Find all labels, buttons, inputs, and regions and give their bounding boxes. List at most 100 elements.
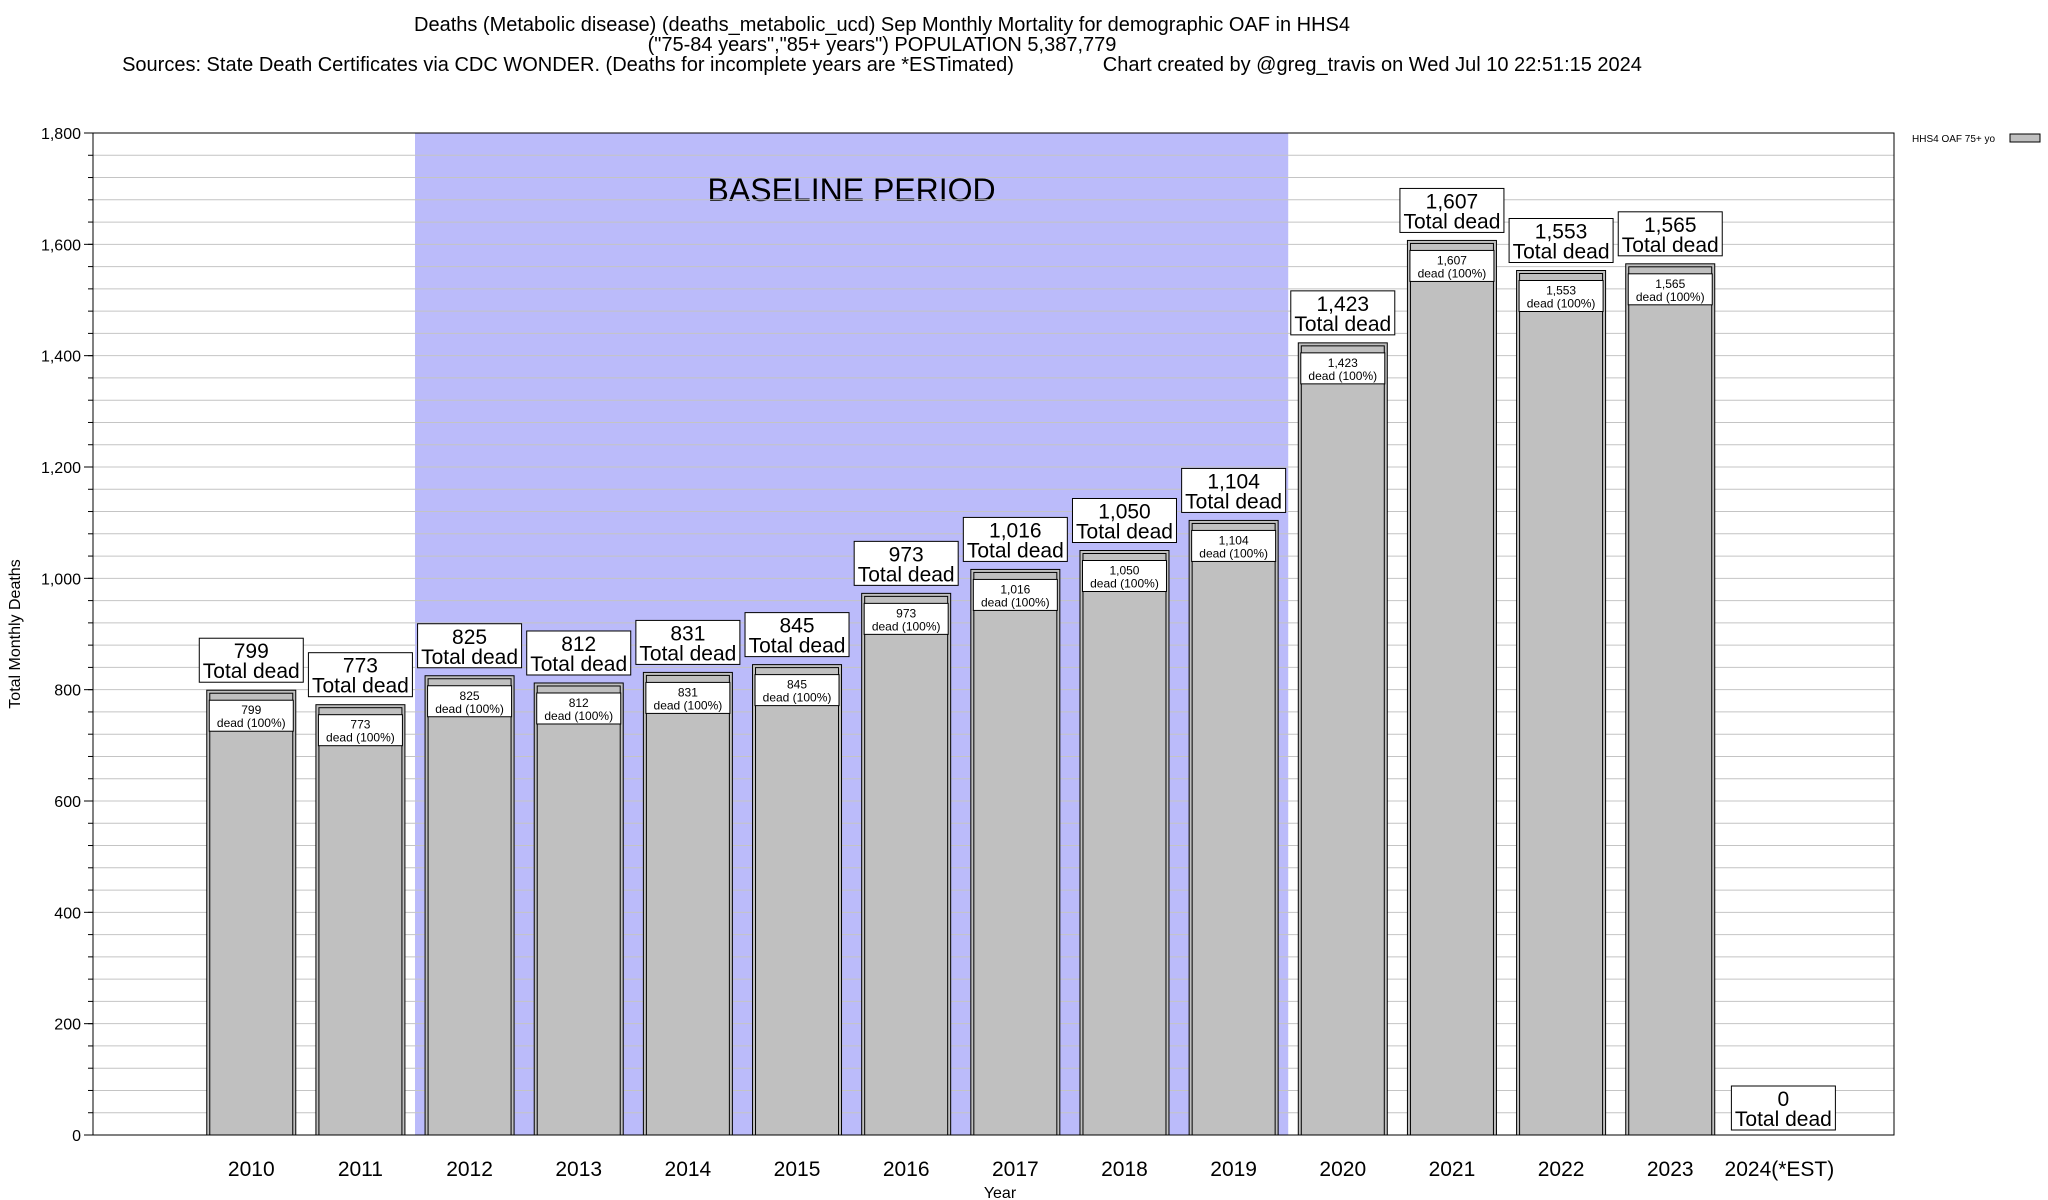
x-tick-label: 2011 (338, 1158, 383, 1181)
total-value-label: 831 (670, 622, 705, 645)
total-dead-label: Total dead (312, 675, 409, 698)
x-tick-label: 2020 (1319, 1158, 1366, 1181)
total-dead-label: Total dead (967, 539, 1064, 562)
bar (424, 675, 515, 1136)
x-tick-label: 2022 (1538, 1158, 1585, 1181)
legend-swatch (2009, 133, 2041, 143)
inner-label-box (645, 681, 731, 714)
total-label-box (962, 516, 1068, 562)
y-tick-label: 0 (72, 1128, 81, 1145)
total-value-label: 0 (1778, 1088, 1790, 1111)
inner-value-label: 799 (241, 703, 261, 717)
inner-label-box (536, 692, 622, 725)
inner-pct-label: dead (100%) (1527, 296, 1596, 310)
plot-frame (92, 132, 1895, 1136)
bar (642, 671, 733, 1136)
y-axis-title: Total Monthly Deaths (7, 559, 24, 708)
chart-title-line-2: ("75-84 years","85+ years") POPULATION 5… (647, 34, 1117, 56)
inner-value-label: 973 (896, 606, 916, 620)
total-value-label: 1,050 (1098, 501, 1151, 524)
y-tick-label: 1,800 (41, 126, 81, 143)
total-label-box (1290, 290, 1396, 336)
total-value-label: 1,016 (989, 519, 1042, 542)
inner-value-label: 1,423 (1328, 356, 1358, 370)
total-value-label: 973 (889, 543, 924, 566)
total-dead-label: Total dead (1622, 234, 1719, 257)
total-dead-label: Total dead (1403, 210, 1500, 233)
inner-value-label: 825 (460, 689, 480, 703)
inner-pct-label: dead (100%) (872, 619, 941, 633)
total-label-box (744, 612, 850, 658)
x-tick-label: 2023 (1647, 1158, 1694, 1181)
total-dead-label: Total dead (639, 642, 736, 665)
x-tick-label: 2016 (883, 1158, 930, 1181)
total-value-label: 1,104 (1207, 470, 1260, 493)
total-dead-label: Total dead (1513, 240, 1610, 263)
total-value-label: 799 (234, 640, 269, 663)
total-label-box (1399, 187, 1505, 233)
total-label-box (1181, 467, 1287, 513)
inner-label-box (1081, 560, 1167, 592)
total-label-box (1508, 217, 1614, 263)
inner-value-label: 773 (350, 718, 370, 732)
total-label-box (635, 619, 741, 665)
inner-pct-label: dead (100%) (1418, 266, 1487, 280)
x-tick-label: 2015 (774, 1158, 821, 1181)
y-tick-label: 800 (54, 683, 81, 700)
total-label-box (1617, 211, 1723, 257)
bar (533, 682, 624, 1136)
total-value-label: 773 (343, 655, 378, 678)
inner-pct-label: dead (100%) (1090, 577, 1159, 591)
inner-pct-label: dead (100%) (217, 716, 286, 730)
x-tick-label: 2013 (555, 1158, 602, 1181)
total-dead-label: Total dead (749, 635, 846, 658)
inner-value-label: 1,050 (1109, 564, 1139, 578)
total-label-box (1071, 498, 1177, 543)
total-label-box (853, 540, 959, 586)
inner-value-label: 1,104 (1219, 533, 1249, 547)
y-tick-label: 1,200 (41, 460, 81, 477)
inner-label-box (317, 714, 403, 747)
bar (1079, 550, 1170, 1136)
inner-pct-label: dead (100%) (981, 595, 1050, 609)
y-tick-label: 1,400 (41, 349, 81, 366)
x-tick-label: 2018 (1101, 1158, 1148, 1181)
total-dead-label: Total dead (421, 646, 518, 669)
inner-value-label: 812 (569, 696, 589, 710)
inner-pct-label: dead (100%) (763, 691, 832, 705)
x-axis-title: Year (984, 1185, 1017, 1200)
inner-pct-label: dead (100%) (1199, 546, 1268, 560)
total-label-box (198, 637, 304, 683)
inner-value-label: 1,553 (1546, 283, 1576, 297)
total-value-label: 1,423 (1317, 293, 1370, 316)
y-tick-label: 200 (54, 1017, 81, 1034)
inner-label-box (754, 674, 840, 707)
total-dead-label: Total dead (1076, 521, 1173, 544)
inner-label-box (863, 602, 949, 635)
bar (1625, 263, 1716, 1136)
inner-label-box (972, 578, 1058, 611)
legend-label: HHS4 OAF 75+ yo (1912, 134, 1996, 145)
inner-value-label: 1,016 (1000, 582, 1030, 596)
y-tick-label: 400 (54, 905, 81, 922)
inner-label-box (427, 685, 513, 718)
x-tick-label: 2012 (446, 1158, 493, 1181)
chart-title-line-3: Sources: State Death Certificates via CD… (122, 54, 1642, 76)
y-tick-label: 600 (54, 794, 81, 811)
inner-value-label: 1,565 (1655, 277, 1685, 291)
bar (752, 664, 843, 1136)
inner-pct-label: dead (100%) (435, 702, 504, 716)
total-label-box (417, 623, 523, 669)
total-dead-label: Total dead (203, 660, 300, 683)
bar (206, 689, 297, 1136)
bar (1516, 269, 1607, 1136)
axes: 0 200 400 600 800 1,000 1,200 1,400 1,600 1,800 20… (7, 126, 1895, 1200)
inner-pct-label: dead (100%) (1636, 290, 1705, 304)
inner-value-label: 1,607 (1437, 253, 1467, 267)
x-tick-label: 2014 (665, 1158, 712, 1181)
total-value-label: 845 (780, 615, 815, 638)
inner-label-box (1300, 352, 1386, 385)
total-dead-label: Total dead (1185, 490, 1282, 513)
chart-title-line-1: Deaths (Metabolic disease) (deaths_metab… (414, 14, 1350, 36)
